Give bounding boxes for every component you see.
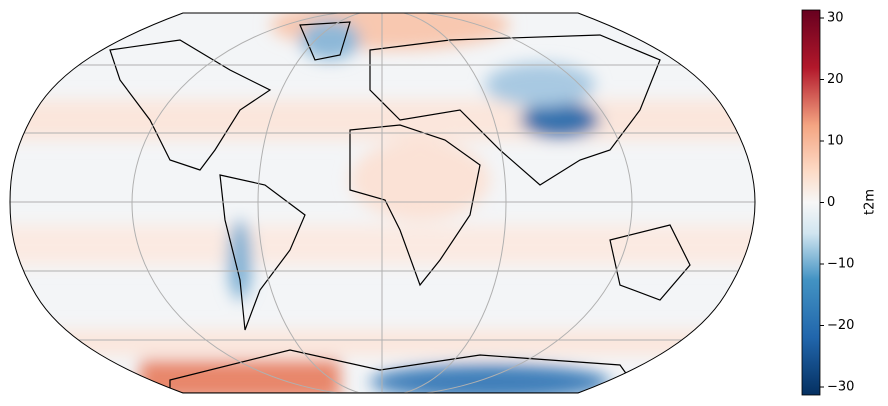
colorbar-label: t2m (863, 189, 878, 215)
colorbar-tick-label: 10 (827, 133, 844, 148)
colorbar-tick-label: 0 (827, 195, 835, 210)
colorbar-tick-label: −10 (827, 257, 854, 272)
colorbar (801, 9, 821, 396)
colorbar-tick-label: −30 (827, 380, 854, 395)
colorbar-tick-label: 20 (827, 72, 844, 87)
map (10, 13, 755, 393)
colorbar-tick-label: 30 (827, 10, 844, 25)
map-outline (9, 12, 756, 394)
colorbar-tick-label: −20 (827, 318, 854, 333)
